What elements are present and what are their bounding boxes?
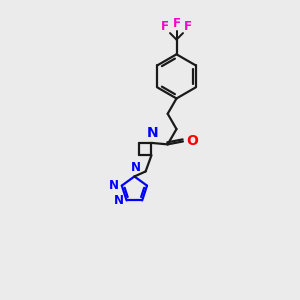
Text: F: F bbox=[184, 20, 192, 32]
Text: N: N bbox=[130, 160, 141, 173]
Text: F: F bbox=[161, 20, 169, 32]
Text: F: F bbox=[172, 17, 181, 30]
Text: N: N bbox=[114, 194, 124, 207]
Text: N: N bbox=[147, 126, 158, 140]
Text: O: O bbox=[186, 134, 198, 148]
Text: N: N bbox=[109, 179, 119, 192]
